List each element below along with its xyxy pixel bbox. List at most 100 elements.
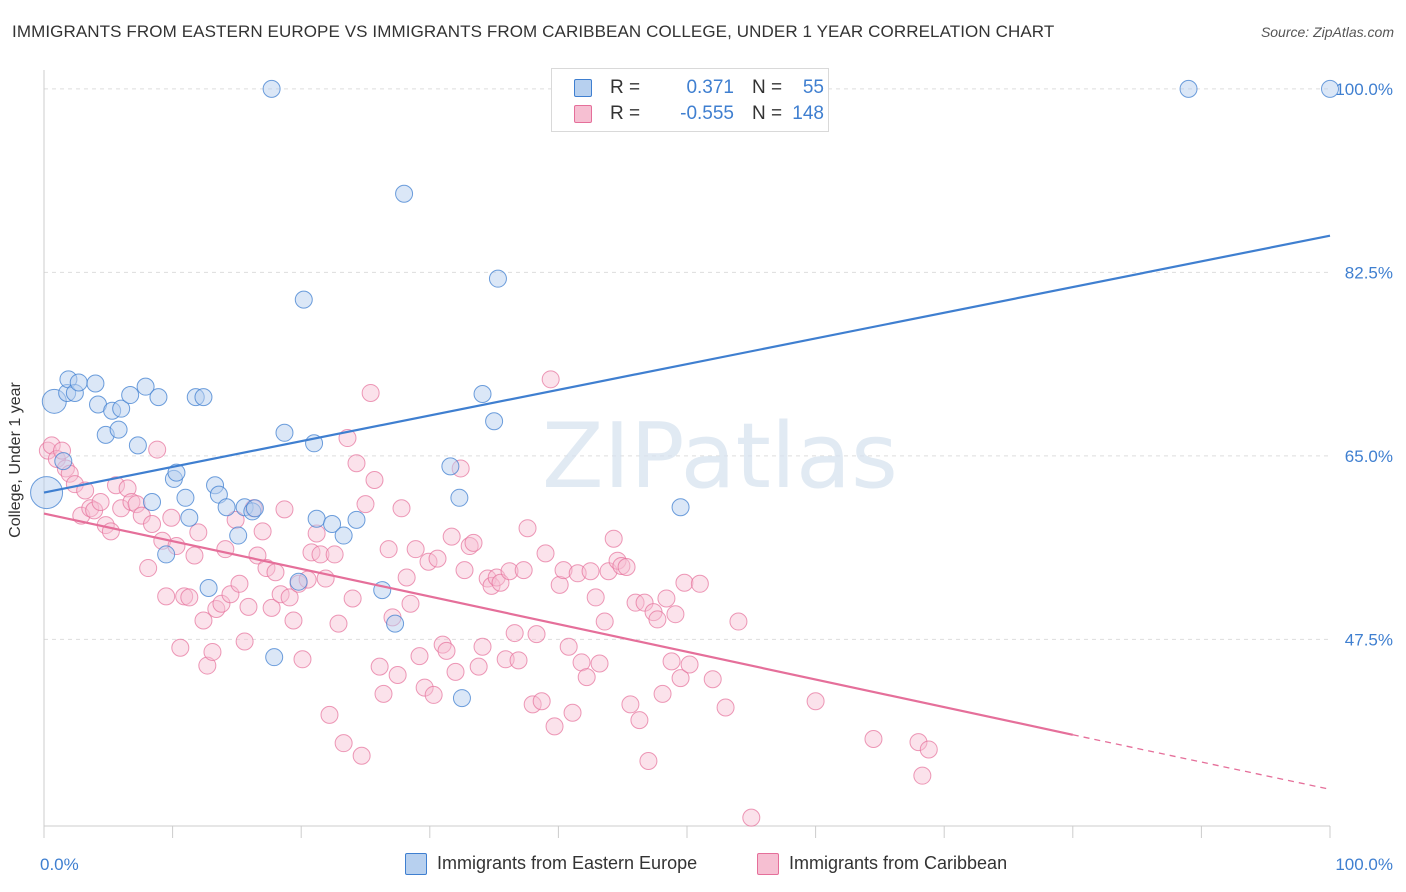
caribbean-point — [203, 642, 222, 661]
caribbean-point — [302, 543, 321, 562]
caribbean-point — [293, 650, 312, 669]
caribbean-point — [175, 587, 194, 606]
caribbean-point — [716, 698, 735, 717]
eastern-europe-point — [149, 388, 168, 407]
eastern-europe-point — [441, 457, 460, 476]
caribbean-point — [221, 585, 240, 604]
caribbean-point — [235, 632, 254, 651]
eastern-europe-point — [347, 510, 366, 529]
eastern-europe-point — [275, 423, 294, 442]
caribbean-point — [630, 711, 649, 730]
caribbean-point — [680, 655, 699, 674]
caribbean-point — [415, 678, 434, 697]
eastern-europe-point — [217, 498, 236, 517]
caribbean-point — [280, 588, 299, 607]
caribbean-point — [118, 479, 137, 498]
caribbean-point — [343, 589, 362, 608]
bottom-legend-label: Immigrants from Caribbean — [789, 853, 1008, 873]
caribbean-point — [590, 654, 609, 673]
caribbean-point — [455, 561, 474, 580]
caribbean-point — [577, 668, 596, 687]
caribbean-point — [325, 545, 344, 564]
caribbean-point — [514, 561, 533, 580]
caribbean-point — [397, 568, 416, 587]
caribbean-point — [230, 574, 249, 593]
legend-swatch-pink — [574, 105, 592, 123]
eastern-europe-point — [473, 385, 492, 403]
caribbean-point — [653, 684, 672, 703]
caribbean-point — [581, 562, 600, 581]
y-tick-labels: 47.5% 65.0% 82.5% 100.0% — [1335, 80, 1393, 649]
eastern-europe-point — [386, 614, 405, 633]
caribbean-point — [216, 540, 235, 559]
bottom-legend-caribbean: Immigrants from Caribbean — [757, 852, 1047, 876]
eastern-europe-point — [54, 452, 73, 471]
caribbean-trend-line — [43, 512, 1074, 736]
caribbean-point — [91, 493, 110, 511]
caribbean-point — [464, 533, 483, 552]
caribbean-point — [864, 729, 883, 748]
caribbean-point — [406, 540, 425, 559]
caribbean-point — [311, 545, 330, 564]
caribbean-point — [554, 561, 573, 580]
caribbean-point — [621, 695, 640, 714]
caribbean-point — [284, 611, 303, 630]
caribbean-point — [401, 594, 420, 613]
eastern-europe-trend-line — [43, 234, 1331, 494]
caribbean-point — [648, 610, 667, 629]
caribbean-point — [509, 651, 528, 670]
caribbean-point — [657, 589, 676, 608]
caribbean-point — [275, 500, 294, 519]
caribbean-point — [639, 751, 658, 770]
y-tick-label: 82.5% — [1345, 263, 1393, 282]
eastern-europe-point — [450, 488, 469, 507]
eastern-europe-point — [180, 508, 199, 527]
legend-n-value: 148 — [792, 103, 824, 124]
eastern-europe-point — [121, 386, 140, 405]
caribbean-point — [410, 647, 429, 666]
eastern-europe-point — [395, 184, 414, 203]
caribbean-point — [729, 612, 748, 631]
eastern-europe-point — [323, 515, 342, 534]
caribbean-point — [505, 624, 524, 643]
caribbean-point — [320, 705, 339, 724]
caribbean-point — [361, 383, 380, 402]
caribbean-point — [563, 703, 582, 722]
caribbean-point — [42, 436, 61, 455]
bottom-legend-eastern-europe: Immigrants from Eastern Europe — [405, 852, 735, 876]
legend-n-value: 55 — [802, 77, 824, 98]
caribbean-point — [356, 495, 375, 514]
x-tick-labels: 0.0% 100.0% — [40, 855, 1393, 874]
caribbean-point — [194, 611, 213, 630]
eastern-europe-point — [229, 526, 248, 545]
caribbean-point — [207, 599, 226, 618]
caribbean-point — [257, 559, 276, 578]
caribbean-point — [379, 540, 398, 559]
x-tick-label: 0.0% — [40, 855, 79, 874]
caribbean-point — [189, 523, 208, 542]
legend-row-caribbean: R = -0.555 N = 148 — [574, 103, 834, 125]
watermark: ZIPatlas — [542, 404, 898, 509]
eastern-europe-point — [128, 436, 147, 455]
eastern-europe-point — [199, 578, 218, 597]
caribbean-point — [180, 588, 199, 607]
caribbean-point — [541, 370, 560, 389]
bottom-legend-swatch-blue — [405, 853, 427, 875]
caribbean-point — [595, 612, 614, 631]
eastern-europe-point — [167, 463, 186, 482]
caribbean-point — [101, 522, 120, 541]
eastern-europe-point — [86, 374, 105, 393]
caribbean-point — [171, 638, 190, 657]
caribbean-point — [536, 544, 555, 563]
eastern-europe-point — [157, 545, 176, 564]
caribbean-point — [550, 575, 569, 594]
caribbean-point — [388, 666, 407, 685]
eastern-europe-point — [112, 399, 131, 418]
correlation-legend: R = 0.371 N = 55 R = -0.555 N = 148 — [551, 68, 829, 132]
eastern-europe-point — [136, 377, 155, 396]
caribbean-point — [671, 669, 690, 688]
eastern-europe-point — [334, 526, 353, 545]
caribbean-point — [107, 476, 126, 495]
eastern-europe-point — [69, 373, 88, 392]
